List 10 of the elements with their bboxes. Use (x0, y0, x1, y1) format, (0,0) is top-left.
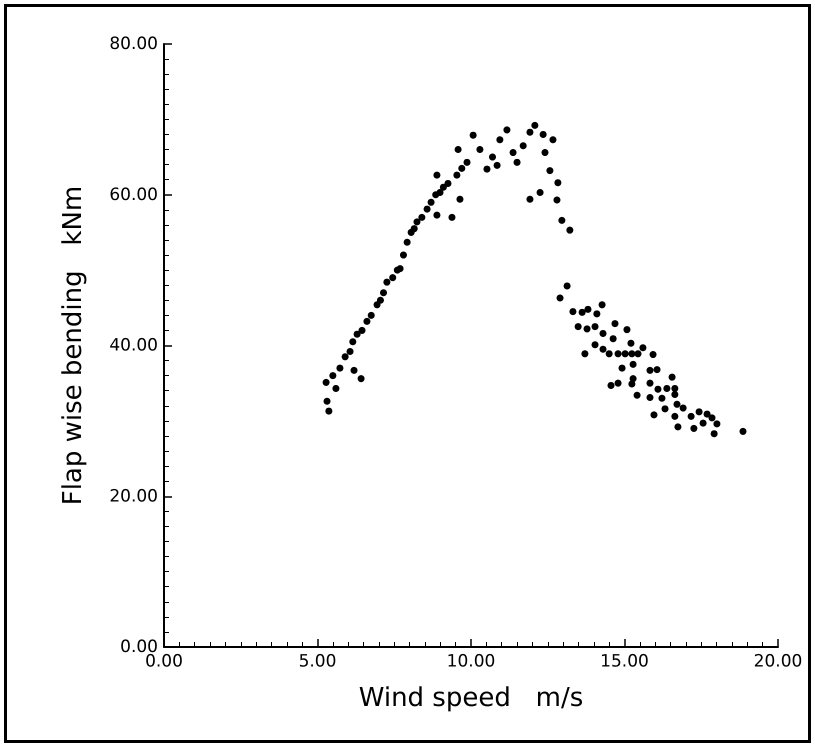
x-axis-title: Wind speed m/s (358, 683, 584, 713)
x-tick-label: 10.00 (446, 652, 496, 672)
y-tick-label: 60.00 (109, 184, 158, 205)
y-axis-title: Flap wise bending kNm (58, 186, 88, 506)
x-tick-label: 5.00 (298, 652, 336, 672)
x-tick-label: 15.00 (600, 652, 649, 672)
y-tick-label: 80.00 (109, 34, 158, 54)
y-tick-label: 20.00 (109, 486, 158, 506)
y-tick-label: 40.00 (109, 336, 158, 356)
x-tick-label: 20.00 (754, 652, 802, 672)
